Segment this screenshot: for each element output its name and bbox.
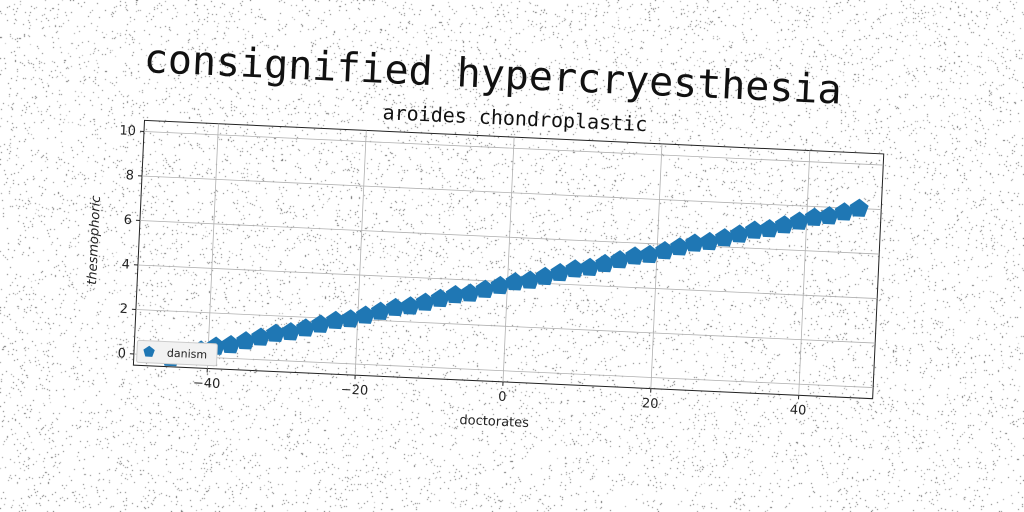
data-point	[415, 292, 435, 311]
data-point	[670, 237, 690, 256]
y-grid-line	[141, 175, 882, 210]
y-grid-line	[133, 353, 874, 388]
data-point	[281, 322, 301, 341]
data-point	[311, 314, 331, 333]
x-axis-label: doctorates	[459, 413, 529, 431]
data-point	[221, 335, 241, 354]
x-grid-line	[798, 150, 811, 396]
data-point	[490, 275, 510, 295]
data-point	[789, 211, 809, 230]
y-grid-line	[143, 131, 884, 166]
data-point	[296, 318, 316, 337]
data-point	[340, 309, 360, 328]
x-tick-label: −20	[340, 383, 368, 399]
data-point	[370, 301, 390, 321]
legend-box	[136, 339, 218, 367]
axis-ticks: −40 −20 0 20 40 0 2 4 6 8 10	[117, 123, 806, 419]
x-tick-label: 20	[642, 396, 659, 412]
data-point	[251, 327, 271, 346]
x-tick-label: −40	[193, 376, 221, 392]
y-tick-label: 8	[125, 168, 134, 183]
x-tick-label: 0	[498, 390, 507, 405]
x-grid-line	[206, 123, 219, 369]
legend-label: danism	[167, 347, 208, 362]
data-point	[715, 228, 734, 247]
data-point	[655, 240, 675, 260]
data-point	[625, 246, 645, 265]
data-point	[266, 323, 286, 342]
data-point	[505, 272, 525, 291]
y-grid-line	[135, 309, 876, 344]
data-point	[565, 259, 585, 278]
data-point	[804, 207, 824, 226]
data-point	[744, 220, 764, 239]
y-tick-label: 10	[119, 123, 136, 139]
grid-lines	[133, 123, 884, 396]
data-point	[236, 331, 256, 350]
data-point	[700, 231, 720, 251]
data-point	[610, 250, 630, 269]
data-point	[685, 233, 705, 252]
data-point	[460, 283, 480, 302]
data-point	[595, 253, 615, 273]
data-point	[445, 285, 465, 304]
data-point	[326, 310, 346, 330]
y-tick-label: 2	[119, 302, 128, 317]
data-point	[819, 206, 839, 225]
legend-marker-pentagon	[143, 345, 155, 357]
data-point	[774, 215, 794, 234]
y-tick-label: 0	[117, 346, 126, 361]
x-grid-line	[354, 130, 367, 376]
data-point	[475, 279, 495, 299]
y-axis-label: thesmophoric	[85, 195, 104, 285]
data-point	[834, 202, 854, 221]
legend: danism	[136, 339, 218, 367]
chart-title: aroides chondroplastic	[382, 100, 648, 136]
data-point	[640, 244, 660, 264]
data-point	[385, 297, 405, 317]
x-grid-line	[650, 143, 663, 389]
data-point	[430, 288, 450, 308]
y-grid-line	[139, 220, 880, 255]
data-point	[535, 266, 555, 286]
data-point	[400, 296, 420, 315]
data-point	[729, 224, 749, 243]
y-tick-label: 4	[121, 257, 130, 272]
x-grid-line	[502, 137, 515, 382]
data-point	[759, 219, 779, 238]
data-point	[550, 262, 570, 282]
x-tick-label: 40	[789, 403, 806, 419]
data-point	[520, 270, 540, 289]
series-markers	[161, 198, 869, 367]
data-point	[355, 305, 375, 324]
data-point	[849, 198, 869, 217]
data-point	[580, 257, 600, 276]
y-tick-label: 6	[123, 213, 132, 228]
